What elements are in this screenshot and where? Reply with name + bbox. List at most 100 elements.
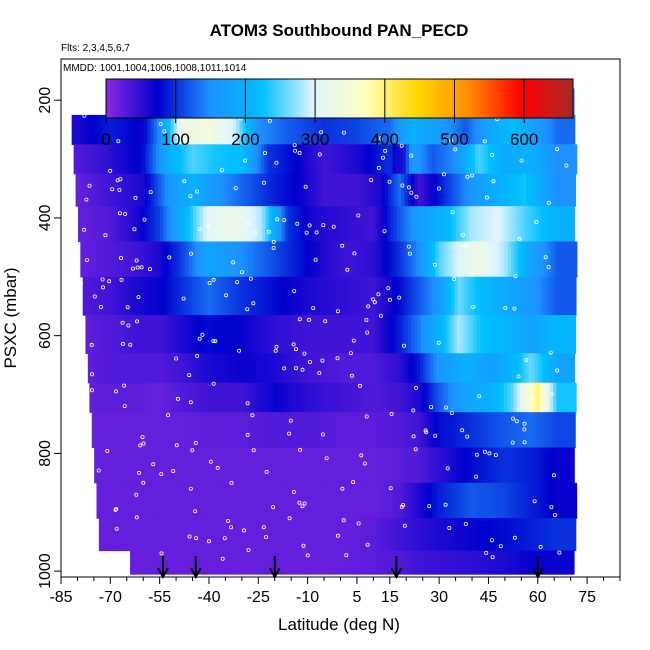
heatmap-cell [220,173,225,207]
heatmap-cell [205,241,210,278]
sample-point [513,274,518,279]
heatmap-cell [285,412,290,449]
heatmap-cell [207,173,212,207]
heatmap-cell [522,114,527,145]
y-axis-label: PSXC (mbar) [1,267,20,368]
heatmap-cell [403,114,408,145]
heatmap-cell [356,482,361,519]
sample-point [222,536,227,541]
colorbar-swatch [439,79,442,118]
heatmap-cell [83,144,88,175]
heatmap-cell [314,550,319,575]
heatmap-cell [435,482,440,519]
heatmap-cell [447,518,452,552]
heatmap-cell [405,241,410,278]
heatmap-cell [262,114,267,145]
heatmap-cell [295,315,300,354]
heatmap-cell [286,518,291,552]
heatmap-cell [324,447,329,484]
heatmap-cell [405,144,410,175]
heatmap-cell [520,382,525,413]
heatmap-cell [275,114,280,145]
heatmap-cell [530,144,535,175]
colorbar-swatch [384,79,387,118]
sample-point [128,342,133,347]
heatmap-cell [263,382,268,413]
heatmap-cell [514,482,519,519]
heatmap-cell [218,482,223,519]
sample-point [231,260,236,265]
chart-title: ATOM3 Southbound PAN_PECD [210,21,469,40]
heatmap-cell [154,518,159,552]
heatmap-cell [381,412,386,449]
sample-point [245,432,250,437]
colorbar-swatch [373,79,376,118]
heatmap-cell [377,114,382,145]
heatmap-cell [381,518,386,552]
heatmap-cell [489,412,494,449]
heatmap-cell [142,482,147,519]
sample-point [413,447,418,452]
colorbar-swatch [556,79,559,118]
heatmap-cell [466,412,471,449]
sample-point [245,307,250,312]
heatmap-cell [238,241,243,278]
heatmap-cell [287,241,292,278]
heatmap-cell [411,173,415,207]
heatmap-cell [168,276,173,316]
colorbar-swatch [287,79,290,118]
heatmap-cell [91,412,96,449]
heatmap-cell [289,518,294,552]
heatmap-cell [303,144,308,175]
heatmap-cell [296,276,301,316]
heatmap-cell [563,482,568,519]
heatmap-cell [307,447,312,484]
heatmap-cell [391,382,396,413]
heatmap-cell [158,518,162,552]
sample-point [167,255,172,260]
heatmap-cell [457,382,462,413]
heatmap-cell [552,276,557,316]
heatmap-cell [161,382,166,413]
heatmap-cell [161,315,165,354]
heatmap-cell [227,518,232,552]
heatmap-cell [165,241,170,278]
heatmap-cell [290,144,295,175]
colorbar-swatch [430,79,433,118]
heatmap-cell [207,382,212,413]
heatmap-cell [330,447,335,484]
heatmap-cell [209,353,214,384]
sample-point [376,292,381,297]
colorbar-swatch [316,79,319,118]
heatmap-cell [255,550,259,575]
colorbar-swatch [375,79,377,118]
heatmap-cell [495,114,500,145]
heatmap-cell [445,482,449,519]
heatmap-cell [147,114,152,145]
colorbar-swatch [379,79,382,118]
sample-point [319,130,324,135]
heatmap-cell [175,482,180,519]
heatmap-cell [490,276,495,316]
colorbar-swatch [340,79,343,118]
colorbar-swatch [539,79,542,118]
heatmap-cell [78,173,83,207]
heatmap-cell [185,550,190,575]
heatmap-cell [299,315,304,354]
heatmap-cell [509,315,514,354]
heatmap-cell [92,315,96,354]
heatmap-cell [325,173,330,207]
sample-point [130,266,135,271]
heatmap-cell [244,241,249,278]
sample-point [484,550,489,555]
heatmap-cell [341,114,346,145]
heatmap-cell [289,315,294,354]
heatmap-cell [504,550,509,575]
heatmap-cell [396,353,401,384]
heatmap-cell [525,206,530,243]
colorbar-swatch [228,79,231,118]
colorbar-swatch [508,79,511,118]
heatmap-cell [461,241,466,278]
heatmap-cell [539,518,544,552]
heatmap-cell [252,412,257,449]
